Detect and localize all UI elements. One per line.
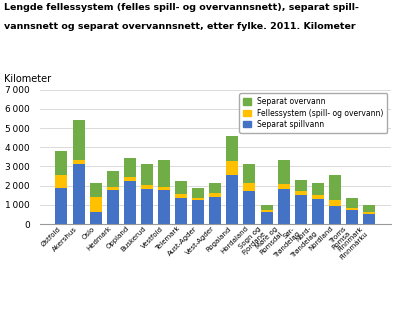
Bar <box>226 161 238 175</box>
Bar <box>55 151 68 175</box>
Bar <box>243 164 256 183</box>
Bar <box>141 185 153 189</box>
Bar <box>278 184 290 189</box>
Bar <box>346 208 358 210</box>
Bar <box>158 160 170 187</box>
Text: vannsnett og separat overvannsnett, etter fylke. 2011. Kilometer: vannsnett og separat overvannsnett, ette… <box>4 22 356 31</box>
Bar <box>175 181 187 194</box>
Bar <box>346 198 358 208</box>
Bar <box>226 136 238 161</box>
Bar <box>329 200 341 206</box>
Bar <box>141 189 153 224</box>
Bar <box>363 205 375 212</box>
Bar <box>192 198 204 200</box>
Text: Lengde fellessystem (felles spill- og overvannsnett), separat spill-: Lengde fellessystem (felles spill- og ov… <box>4 3 359 12</box>
Bar <box>329 175 341 200</box>
Bar <box>278 160 290 184</box>
Bar <box>243 183 256 191</box>
Bar <box>192 188 204 198</box>
Bar <box>124 181 136 224</box>
Bar <box>192 200 204 224</box>
Bar <box>107 187 119 190</box>
Bar <box>243 191 256 224</box>
Bar <box>295 191 307 195</box>
Bar <box>312 195 324 199</box>
Bar <box>278 189 290 224</box>
Bar <box>124 177 136 181</box>
Bar <box>209 183 221 193</box>
Bar <box>209 196 221 224</box>
Bar <box>158 190 170 224</box>
Bar <box>107 190 119 224</box>
Bar <box>90 212 102 224</box>
Bar <box>261 205 273 210</box>
Bar <box>329 206 341 224</box>
Bar <box>209 193 221 196</box>
Bar <box>73 120 85 160</box>
Bar <box>55 188 68 224</box>
Bar <box>158 187 170 190</box>
Bar <box>363 212 375 214</box>
Bar <box>90 182 102 196</box>
Bar <box>295 195 307 224</box>
Text: Kilometer: Kilometer <box>4 74 51 84</box>
Bar <box>90 196 102 212</box>
Bar <box>226 175 238 224</box>
Bar <box>363 214 375 224</box>
Bar <box>346 210 358 224</box>
Bar <box>175 194 187 197</box>
Bar <box>55 175 68 188</box>
Bar <box>261 212 273 224</box>
Legend: Separat overvann, Fellessystem (spill- og overvann), Separat spillvann: Separat overvann, Fellessystem (spill- o… <box>239 93 387 133</box>
Bar <box>312 183 324 195</box>
Bar <box>312 199 324 224</box>
Bar <box>261 210 273 212</box>
Bar <box>141 164 153 185</box>
Bar <box>124 158 136 177</box>
Bar <box>73 164 85 224</box>
Bar <box>295 180 307 191</box>
Bar <box>175 197 187 224</box>
Bar <box>107 171 119 187</box>
Bar <box>73 160 85 164</box>
